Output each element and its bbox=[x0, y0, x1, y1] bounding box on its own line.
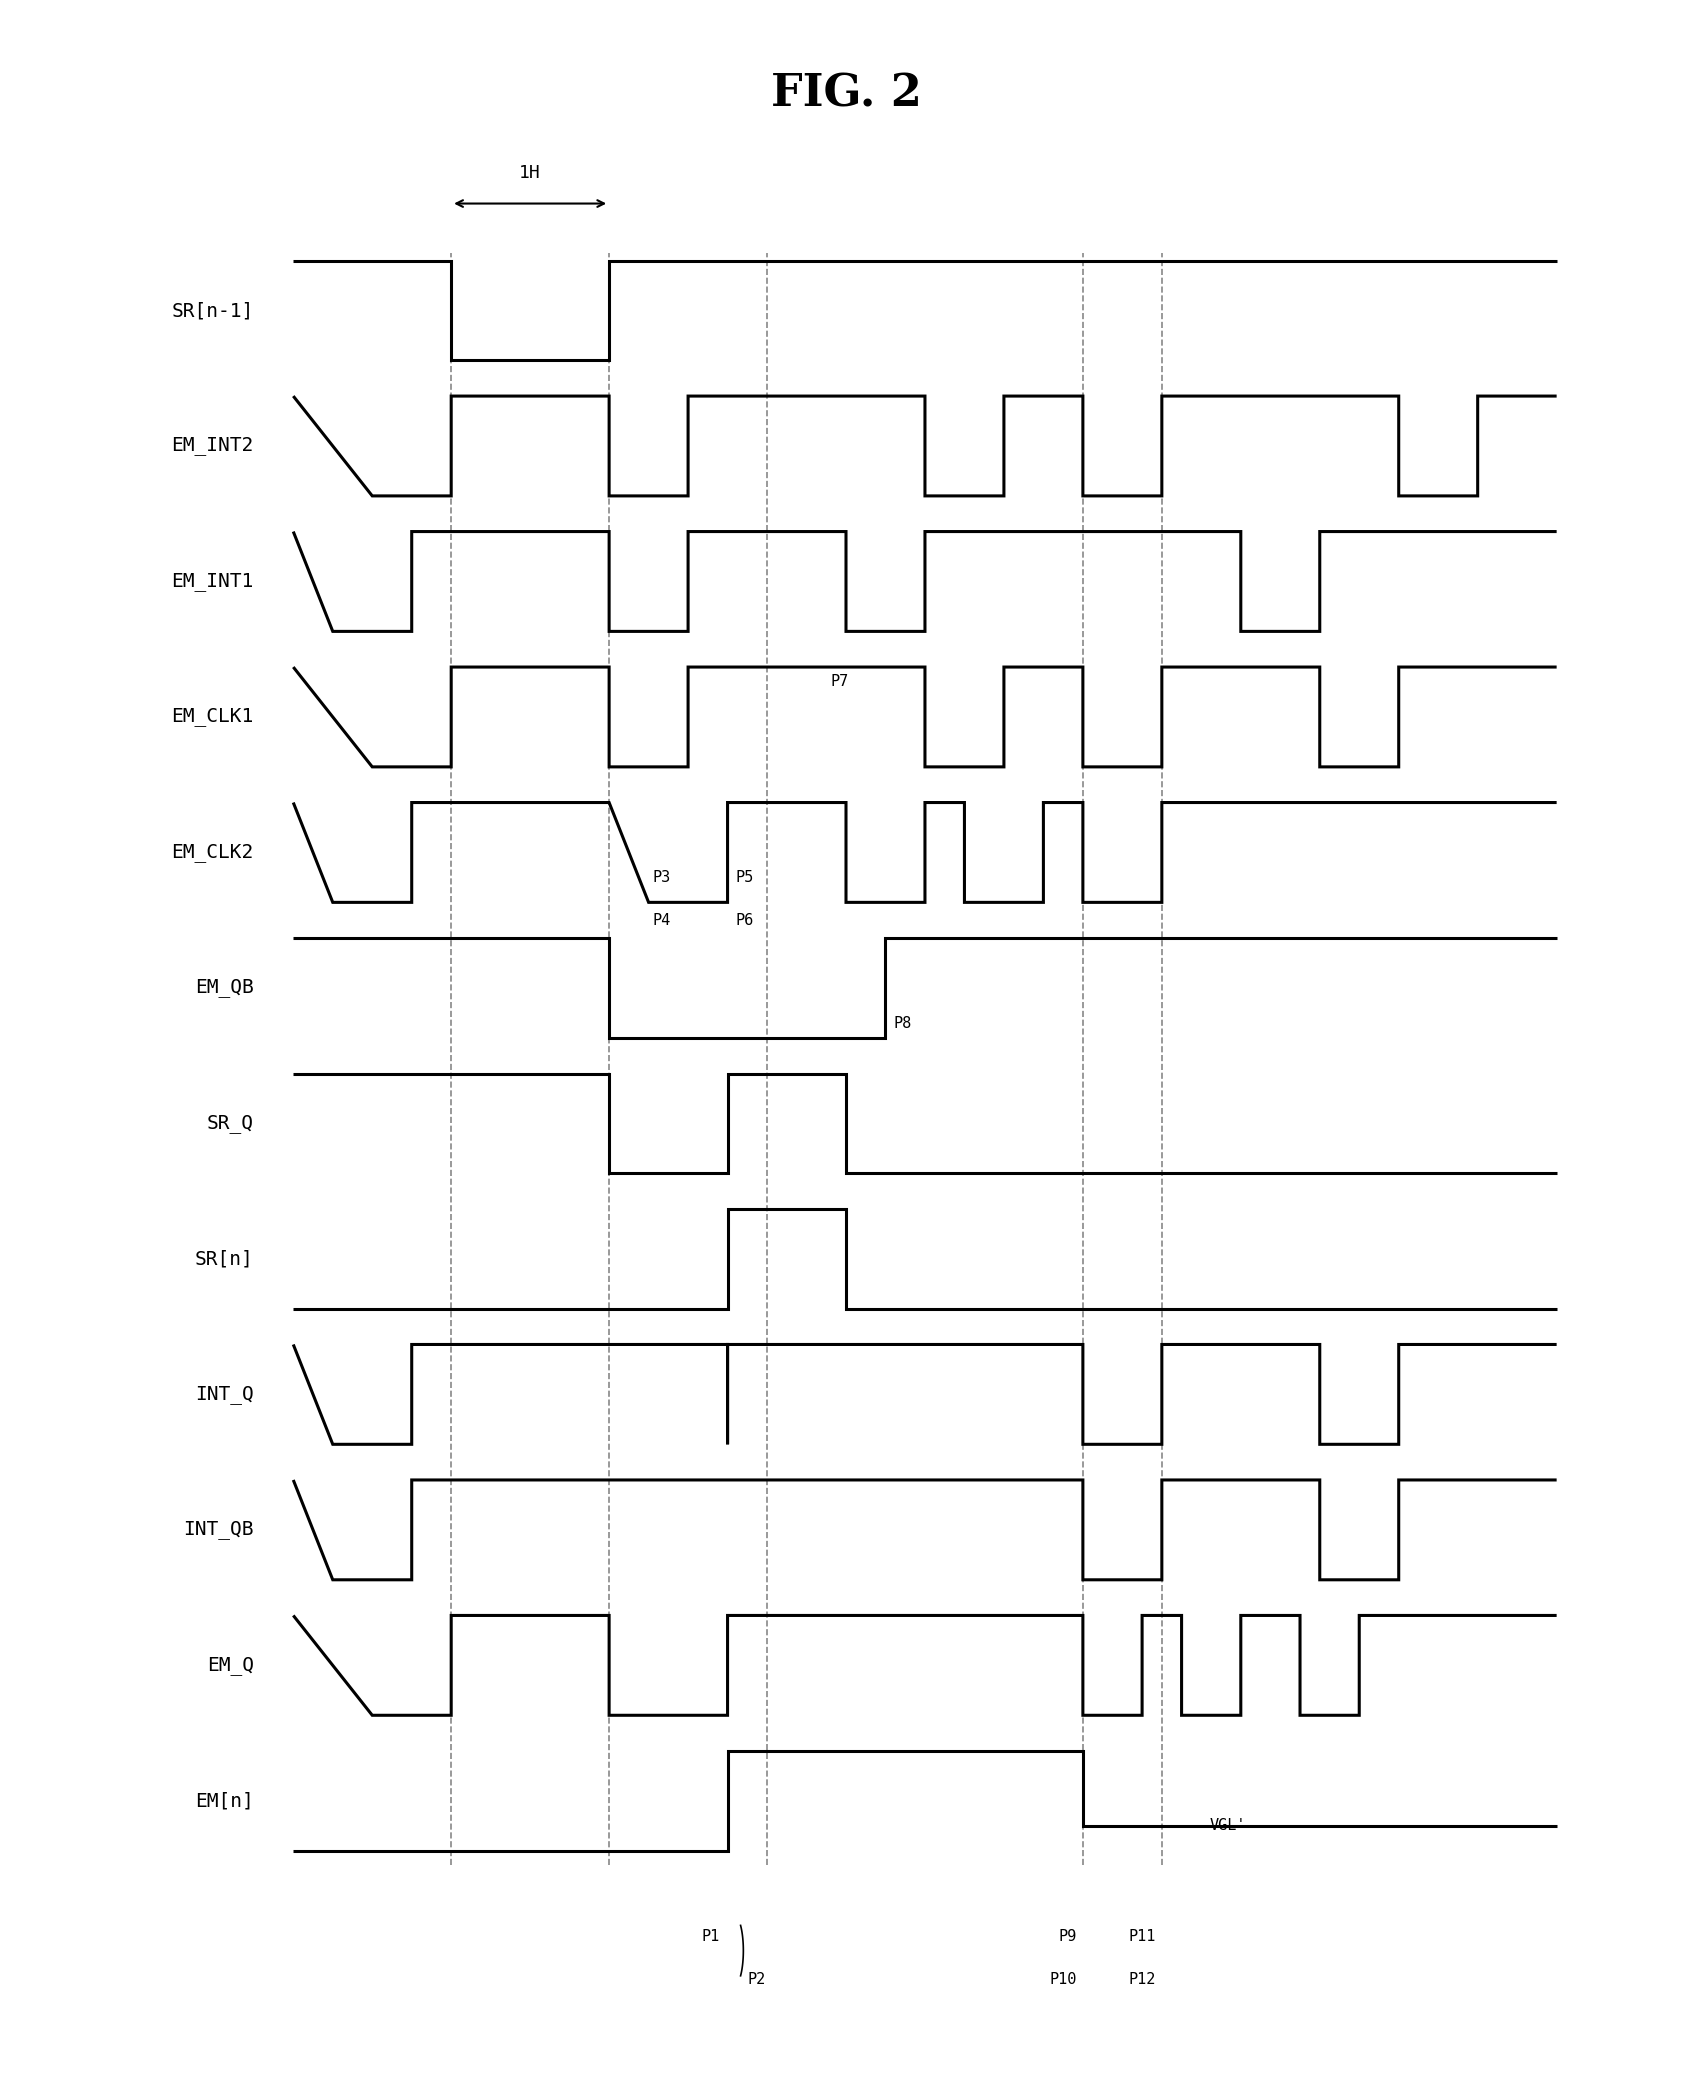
Text: 1H: 1H bbox=[519, 165, 541, 181]
Text: P10: P10 bbox=[1049, 1972, 1076, 1987]
Text: EM_Q: EM_Q bbox=[206, 1655, 254, 1674]
Text: EM[n]: EM[n] bbox=[195, 1791, 254, 1810]
Text: P2: P2 bbox=[748, 1972, 765, 1987]
Text: P11: P11 bbox=[1129, 1929, 1156, 1943]
Text: EM_CLK1: EM_CLK1 bbox=[171, 707, 254, 726]
Text: P4: P4 bbox=[653, 913, 670, 928]
Text: INT_Q: INT_Q bbox=[195, 1384, 254, 1403]
Text: VGL': VGL' bbox=[1210, 1818, 1245, 1833]
Text: P12: P12 bbox=[1129, 1972, 1156, 1987]
Text: EM_CLK2: EM_CLK2 bbox=[171, 842, 254, 861]
Text: P3: P3 bbox=[653, 869, 670, 884]
Text: P9: P9 bbox=[1058, 1929, 1076, 1943]
Text: P5: P5 bbox=[736, 869, 753, 884]
Text: P6: P6 bbox=[736, 913, 753, 928]
Text: SR_Q: SR_Q bbox=[206, 1113, 254, 1132]
Text: SR[n-1]: SR[n-1] bbox=[171, 300, 254, 319]
Text: FIG. 2: FIG. 2 bbox=[770, 73, 922, 117]
Text: EM_INT1: EM_INT1 bbox=[171, 571, 254, 590]
Text: P8: P8 bbox=[893, 1015, 912, 1030]
Text: INT_QB: INT_QB bbox=[183, 1520, 254, 1539]
Text: P7: P7 bbox=[831, 673, 848, 690]
Text: EM_QB: EM_QB bbox=[195, 978, 254, 997]
Text: P1: P1 bbox=[702, 1929, 719, 1943]
Text: SR[n]: SR[n] bbox=[195, 1249, 254, 1268]
Text: EM_INT2: EM_INT2 bbox=[171, 436, 254, 455]
